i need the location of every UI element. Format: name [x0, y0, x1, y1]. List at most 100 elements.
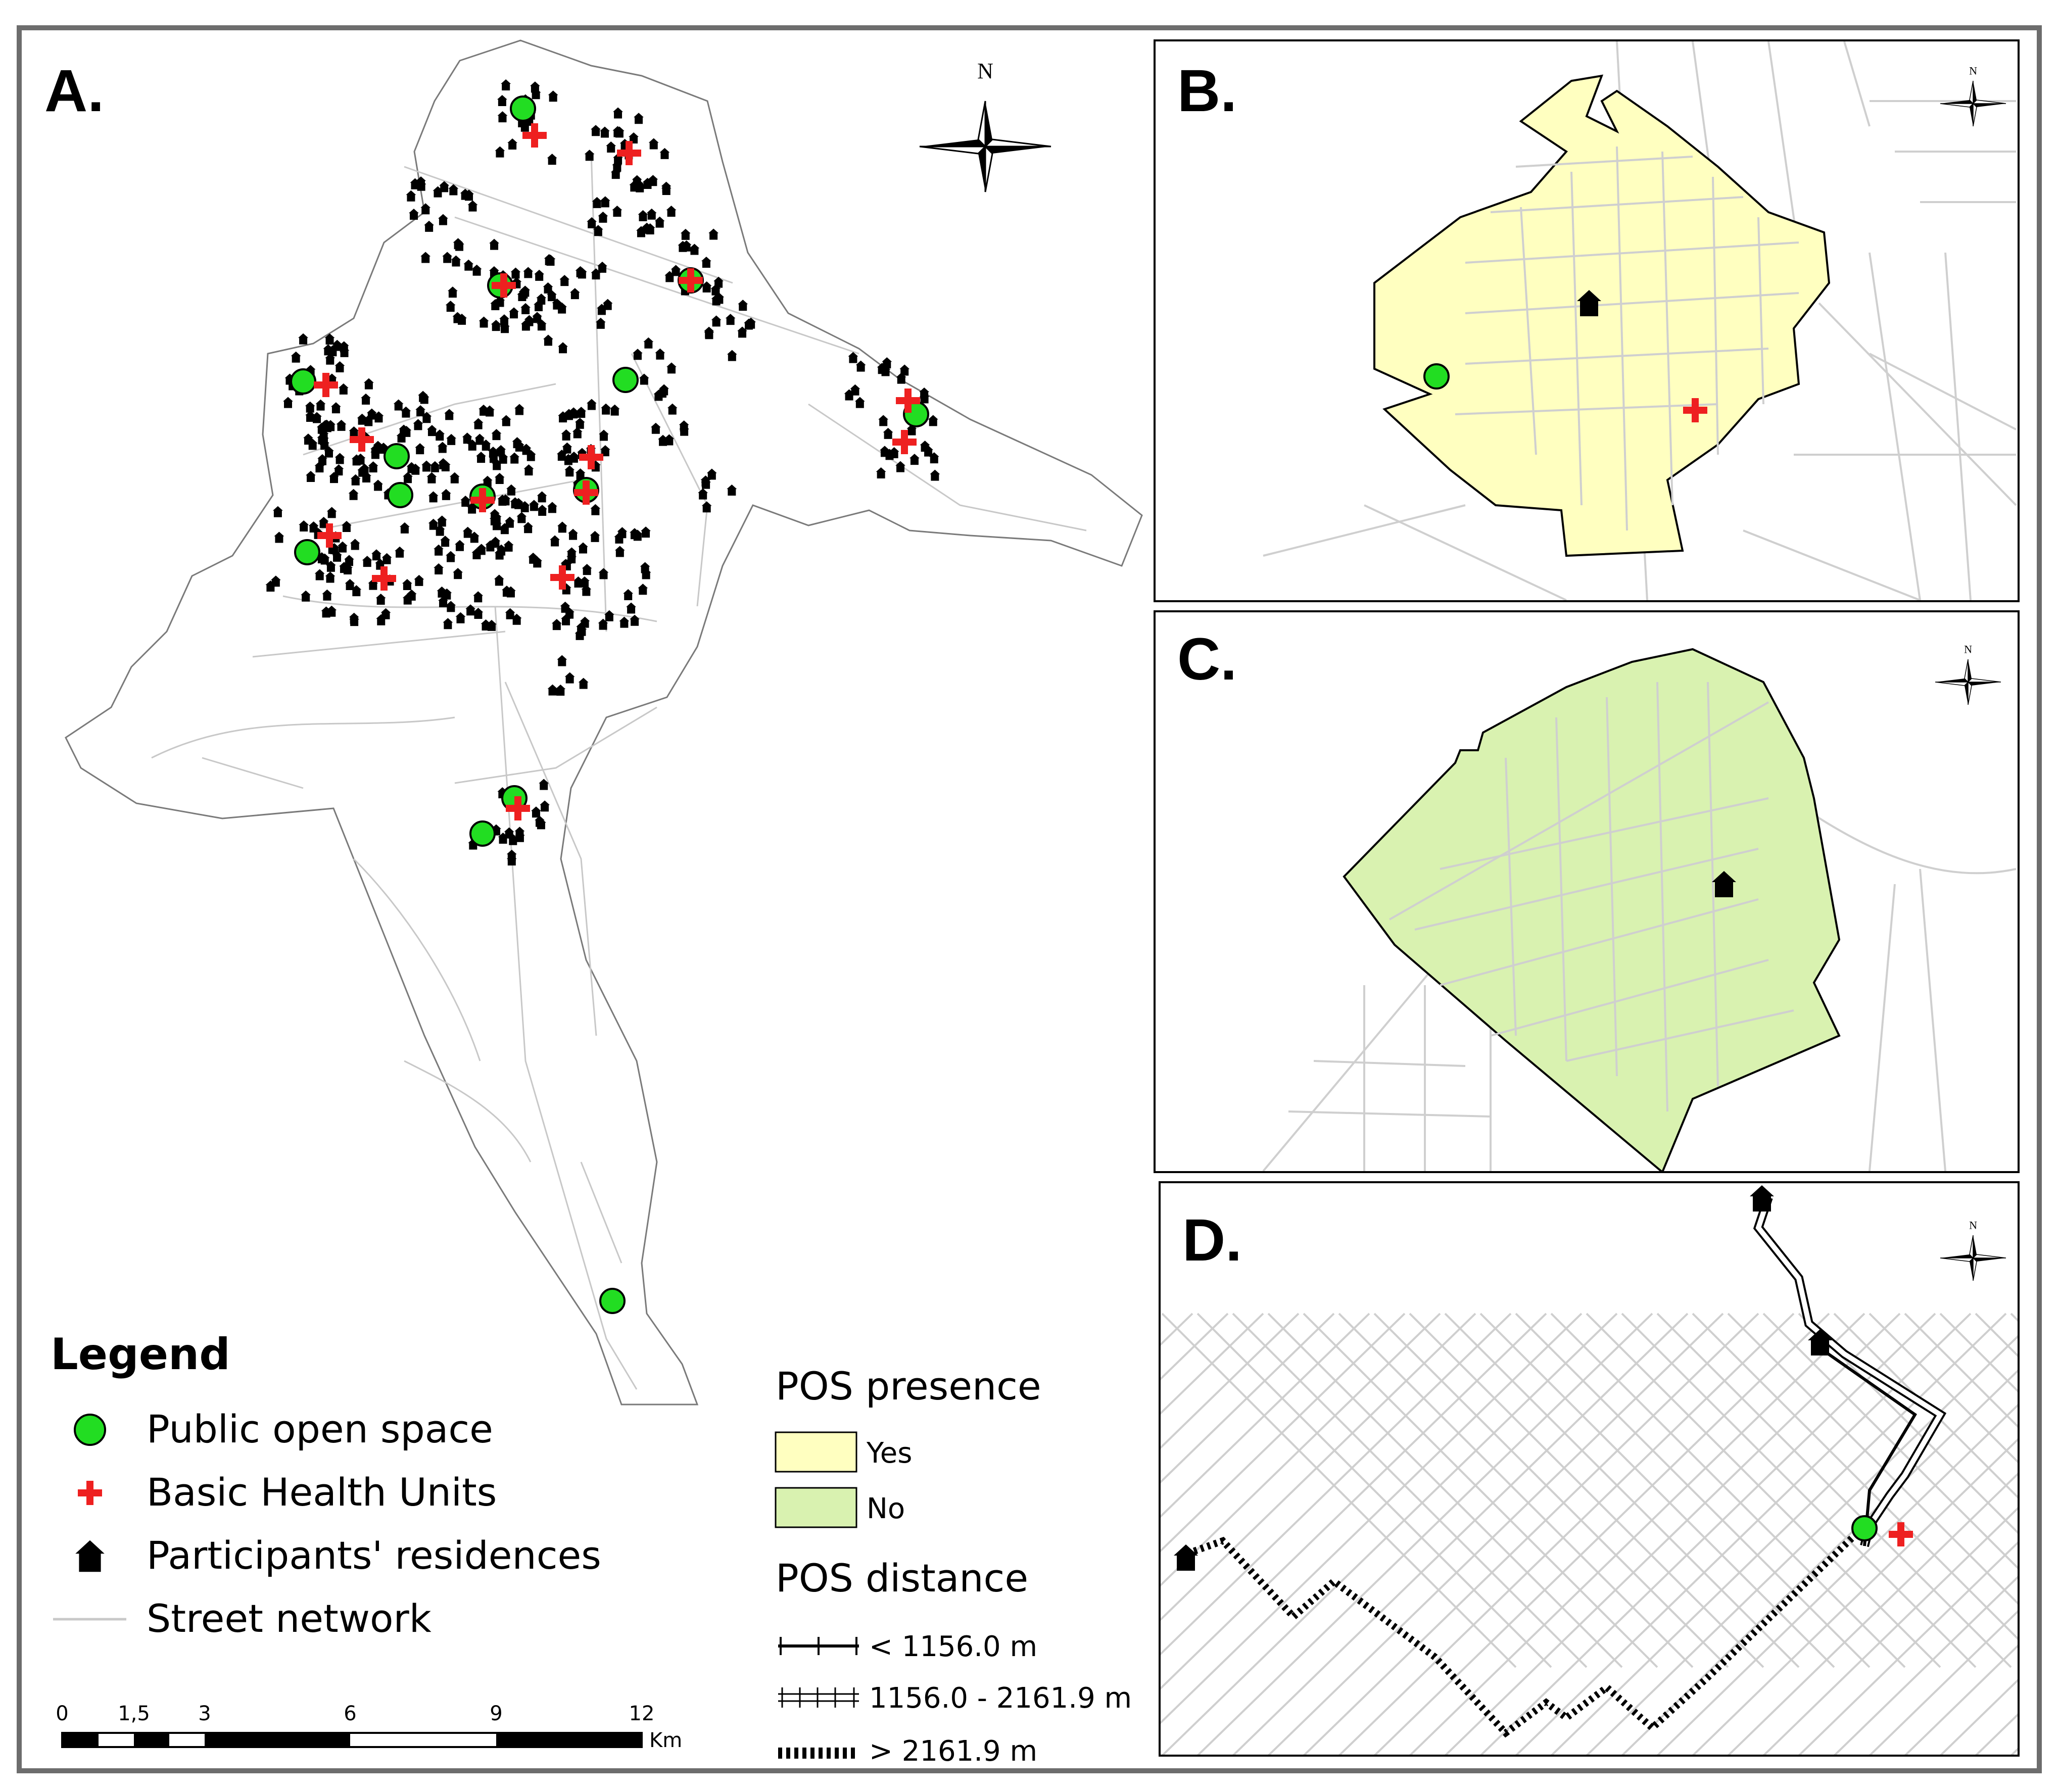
- residence-marker: [929, 452, 939, 464]
- residence-marker: [545, 254, 556, 266]
- residence-marker: [514, 404, 524, 415]
- single-tick-line-icon: [778, 1637, 859, 1655]
- distance-label-mid: 1156.0 - 2161.9 m: [869, 1682, 1132, 1715]
- residence-marker: [437, 515, 447, 527]
- residence-marker: [492, 459, 502, 470]
- residence-marker: [433, 186, 443, 198]
- residence-marker: [639, 373, 649, 385]
- residence-marker: [701, 257, 711, 268]
- residence-marker: [539, 779, 549, 790]
- residence-marker: [882, 357, 892, 369]
- no-label: No: [867, 1492, 905, 1525]
- panel-b-label: B.: [1177, 58, 1237, 124]
- residence-marker: [576, 407, 587, 418]
- residence-marker: [497, 95, 507, 107]
- residence-marker: [314, 569, 325, 580]
- residence-marker: [350, 539, 360, 550]
- residence-marker: [344, 555, 354, 566]
- double-tick-line-icon: [778, 1687, 859, 1708]
- residence-marker: [535, 815, 545, 827]
- residence-marker: [440, 536, 451, 547]
- residence-marker: [444, 409, 455, 420]
- residence-marker: [536, 319, 547, 331]
- residence-marker: [645, 223, 655, 235]
- residence-marker: [531, 806, 541, 818]
- residence-marker: [613, 107, 624, 119]
- residence-marker: [410, 463, 421, 475]
- residence-marker: [584, 150, 595, 161]
- residence-marker: [598, 618, 608, 630]
- residence-marker: [368, 461, 378, 473]
- residence-marker: [558, 342, 568, 354]
- residence-marker: [568, 528, 579, 540]
- residence-marker: [562, 442, 572, 454]
- residence-marker: [481, 619, 491, 631]
- scale-tick-1: 1,5: [118, 1702, 150, 1725]
- residence-marker: [426, 472, 437, 483]
- residence-marker: [520, 319, 531, 331]
- residence-marker: [899, 364, 910, 376]
- residence-marker: [337, 541, 348, 553]
- residence-marker: [490, 537, 501, 548]
- residence-marker: [438, 214, 448, 225]
- residence-marker: [518, 287, 529, 299]
- residence-marker: [434, 544, 444, 556]
- residence-marker: [491, 429, 502, 441]
- yes-label: Yes: [866, 1437, 912, 1470]
- residence-marker: [363, 378, 374, 390]
- residence-marker: [555, 685, 566, 696]
- scale-tick-6: 6: [344, 1702, 356, 1725]
- residence-marker: [641, 526, 651, 538]
- residence-marker: [500, 494, 511, 506]
- residence-marker: [355, 453, 366, 465]
- residence-marker: [428, 491, 439, 503]
- residence-marker: [564, 672, 575, 684]
- residence-marker: [598, 211, 608, 223]
- residence-marker: [520, 303, 531, 314]
- residence-marker: [495, 146, 505, 158]
- residence-marker: [324, 333, 335, 345]
- residence-marker: [531, 88, 541, 100]
- residence-marker: [510, 497, 520, 509]
- residence-marker: [537, 504, 548, 516]
- residence-marker: [737, 326, 748, 338]
- residence-marker: [305, 401, 315, 413]
- residence-marker: [370, 444, 380, 456]
- residence-marker: [301, 590, 311, 602]
- residence-marker: [848, 352, 858, 363]
- residence-marker: [678, 240, 688, 252]
- residence-marker: [592, 197, 602, 208]
- residence-marker: [568, 451, 579, 463]
- pos-presence-title: POS presence: [776, 1364, 1041, 1409]
- pos-distance-legend: POS distance < 1156.0 m 1156.0 - 2161.9 …: [776, 1556, 1132, 1768]
- residence-marker: [471, 548, 482, 559]
- residence-marker: [437, 442, 448, 453]
- residence-marker: [666, 205, 677, 217]
- residence-marker: [467, 439, 477, 451]
- residence-marker: [348, 489, 359, 500]
- residence-marker: [574, 417, 585, 429]
- residence-marker: [457, 313, 467, 325]
- residence-marker: [462, 526, 473, 538]
- residence-marker: [573, 576, 584, 588]
- residence-marker: [338, 383, 349, 395]
- residence-marker: [521, 444, 532, 455]
- residence-marker: [325, 353, 336, 365]
- residence-marker: [349, 426, 359, 438]
- residence-marker: [599, 126, 610, 138]
- residence-marker: [420, 203, 431, 215]
- residence-marker: [547, 154, 557, 165]
- residence-marker: [654, 216, 665, 228]
- residence-marker: [334, 361, 345, 373]
- residence-marker: [646, 208, 657, 220]
- residence-marker: [506, 484, 516, 496]
- residence-marker: [632, 349, 643, 360]
- residence-marker: [442, 252, 453, 263]
- pos-marker: [290, 368, 316, 395]
- residence-marker: [471, 264, 482, 276]
- pos-marker: [384, 443, 410, 469]
- residence-marker: [326, 605, 337, 617]
- scale-bar: 0 1,5 3 6 9 12 Km: [56, 1702, 682, 1752]
- scale-tick-3: 3: [198, 1702, 211, 1725]
- residence-marker: [658, 434, 668, 446]
